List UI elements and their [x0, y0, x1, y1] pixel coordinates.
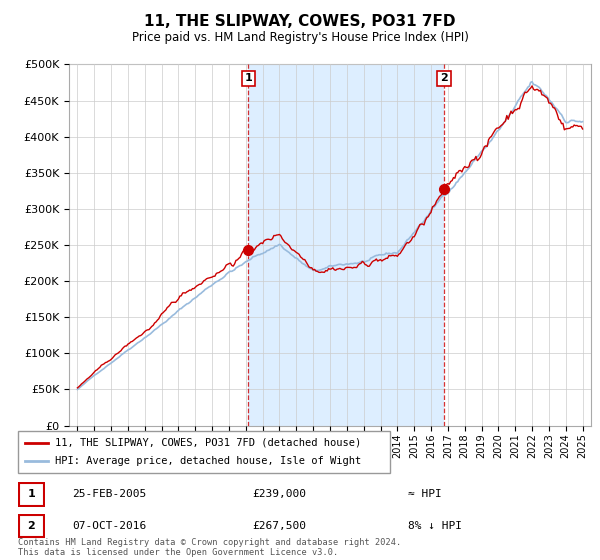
Text: 1: 1: [28, 489, 35, 499]
Text: ≈ HPI: ≈ HPI: [408, 489, 442, 500]
Text: 11, THE SLIPWAY, COWES, PO31 7FD: 11, THE SLIPWAY, COWES, PO31 7FD: [144, 14, 456, 29]
Text: HPI: Average price, detached house, Isle of Wight: HPI: Average price, detached house, Isle…: [55, 456, 361, 466]
Text: 2: 2: [28, 521, 35, 531]
Text: 25-FEB-2005: 25-FEB-2005: [72, 489, 146, 500]
Text: 07-OCT-2016: 07-OCT-2016: [72, 521, 146, 531]
Text: 11, THE SLIPWAY, COWES, PO31 7FD (detached house): 11, THE SLIPWAY, COWES, PO31 7FD (detach…: [55, 438, 361, 448]
Text: £239,000: £239,000: [252, 489, 306, 500]
Bar: [248, 64, 444, 426]
Text: 8% ↓ HPI: 8% ↓ HPI: [408, 521, 462, 531]
Text: 1: 1: [244, 73, 252, 83]
FancyBboxPatch shape: [19, 515, 44, 538]
FancyBboxPatch shape: [19, 483, 44, 506]
Text: 2: 2: [440, 73, 448, 83]
Text: Contains HM Land Registry data © Crown copyright and database right 2024.
This d: Contains HM Land Registry data © Crown c…: [18, 538, 401, 557]
Text: £267,500: £267,500: [252, 521, 306, 531]
FancyBboxPatch shape: [18, 431, 390, 473]
Text: Price paid vs. HM Land Registry's House Price Index (HPI): Price paid vs. HM Land Registry's House …: [131, 31, 469, 44]
